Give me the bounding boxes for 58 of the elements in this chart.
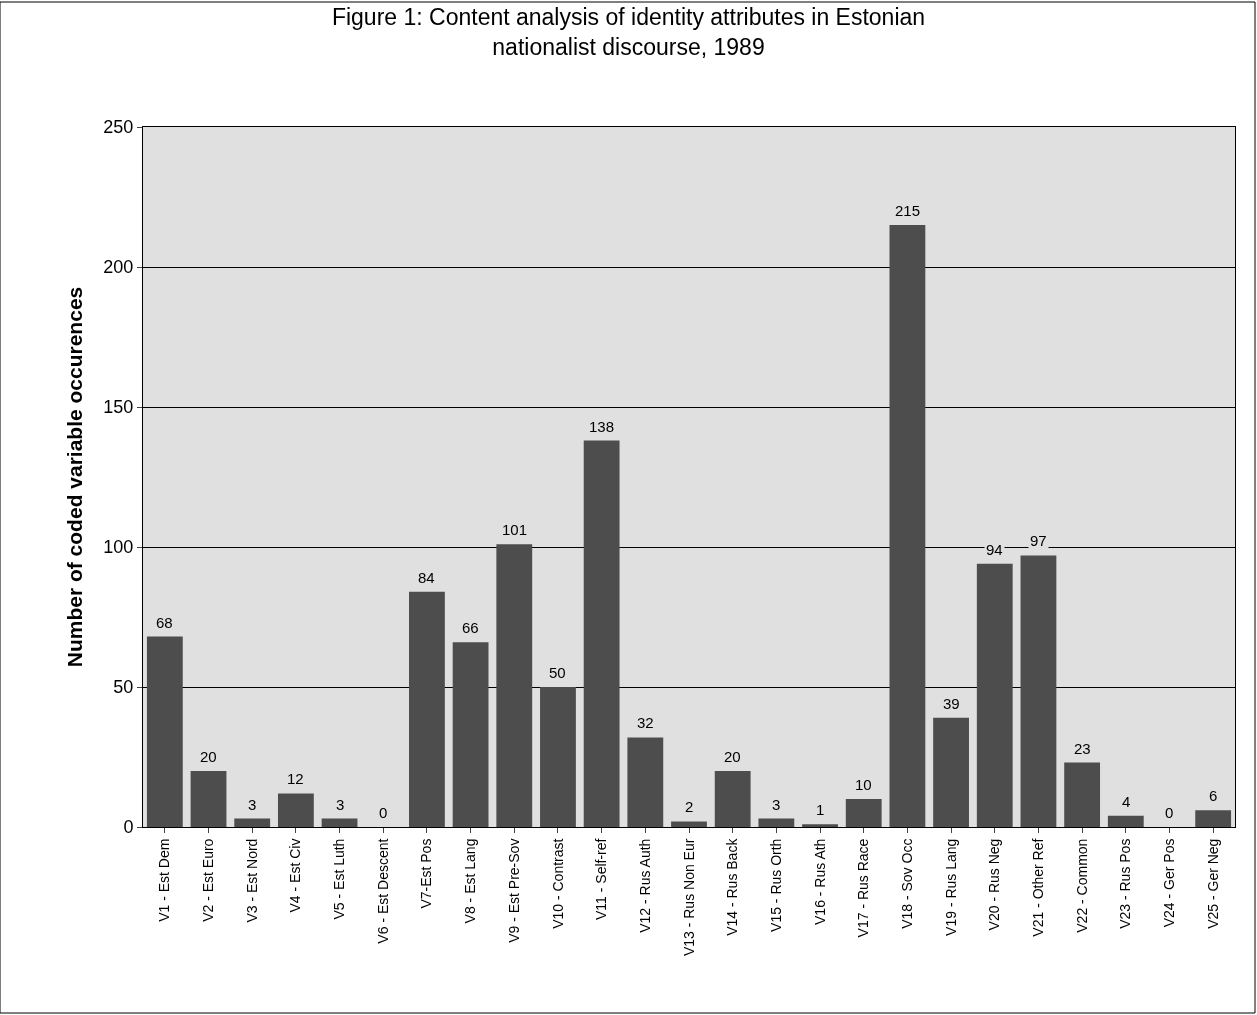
data-label: 4 (1122, 793, 1131, 810)
data-label: 66 (462, 619, 479, 636)
y-tick-label: 250 (103, 117, 134, 138)
data-label: 138 (589, 418, 615, 435)
y-tick-label: 200 (103, 257, 134, 278)
data-label: 0 (379, 804, 388, 821)
x-tick-label: V16 - Rus Ath (811, 838, 828, 925)
y-tick-label: 50 (113, 677, 134, 698)
x-tick-label: V17 - Rus Race (855, 838, 872, 938)
data-label: 10 (855, 776, 872, 793)
x-tick-label: V7-Est Pos (418, 838, 435, 909)
y-axis-title: Number of coded variable occurences (62, 286, 86, 668)
x-tick-label: V19 - Rus Lang (942, 838, 959, 936)
x-tick-label: V9 - Est Pre-Sov (505, 838, 522, 943)
x-tick-label: V11 - Self-ref (593, 838, 610, 921)
data-label: 20 (724, 748, 741, 765)
data-label: 1 (816, 801, 825, 818)
data-label: 3 (336, 796, 345, 813)
x-tick-label: V1 - Est Dem (156, 838, 173, 922)
data-label: 84 (418, 569, 435, 586)
data-label: 68 (156, 614, 173, 631)
data-label: 50 (549, 664, 566, 681)
x-tick-label: V2 - Est Euro (200, 838, 217, 922)
x-tick-label: V24 - Ger Pos (1161, 838, 1178, 928)
data-label: 3 (772, 796, 781, 813)
x-tick-label: V12 - Rus Auth (636, 838, 653, 933)
y-tick-label: 0 (123, 817, 134, 838)
data-label: 0 (1165, 804, 1174, 821)
data-label: 2 (685, 798, 694, 815)
x-tick-label: V15 - Rus Orth (767, 838, 784, 932)
chart-title: Figure 1: Content analysis of identity attributes in Estonian nationalist discourse, 1989 (331, 4, 926, 61)
x-tick-label: V4 - Est Civ (287, 838, 304, 913)
x-tick-label: V8 - Est Lang (462, 838, 479, 924)
x-tick-label: V20 - Rus Neg (986, 838, 1003, 931)
data-label: 3 (248, 796, 257, 813)
x-tick-label: V21 - Other Ref (1029, 838, 1046, 937)
x-tick-label: V6 - Est Descent (374, 838, 391, 944)
x-tick-label: V18 - Sov Occ (898, 838, 915, 929)
x-tick-label: V23 - Rus Pos (1117, 838, 1134, 929)
data-label: 101 (502, 521, 528, 538)
data-label: 32 (637, 714, 654, 731)
x-tick-label: V22 - Common (1073, 838, 1090, 933)
y-tick-label: 100 (103, 537, 134, 558)
x-tick-label: V14 - Rus Back (724, 837, 741, 936)
data-label: 12 (287, 770, 304, 787)
x-tick-label: V3 - Est Nord (243, 838, 260, 923)
x-tick-label: V13 - Rus Non Eur (680, 838, 697, 957)
x-tick-label: V25 - Ger Neg (1204, 838, 1221, 929)
data-label: 6 (1209, 787, 1218, 804)
x-tick-label: V10 - Contrast (549, 838, 566, 929)
data-label: 39 (943, 695, 960, 712)
y-tick-label: 150 (103, 397, 134, 418)
data-label: 20 (200, 748, 217, 765)
data-label: 94 (986, 541, 1003, 558)
x-tick-label: V5 - Est Luth (331, 838, 348, 920)
data-label: 215 (895, 202, 921, 219)
data-label: 97 (1030, 532, 1047, 549)
data-label: 23 (1074, 740, 1091, 757)
